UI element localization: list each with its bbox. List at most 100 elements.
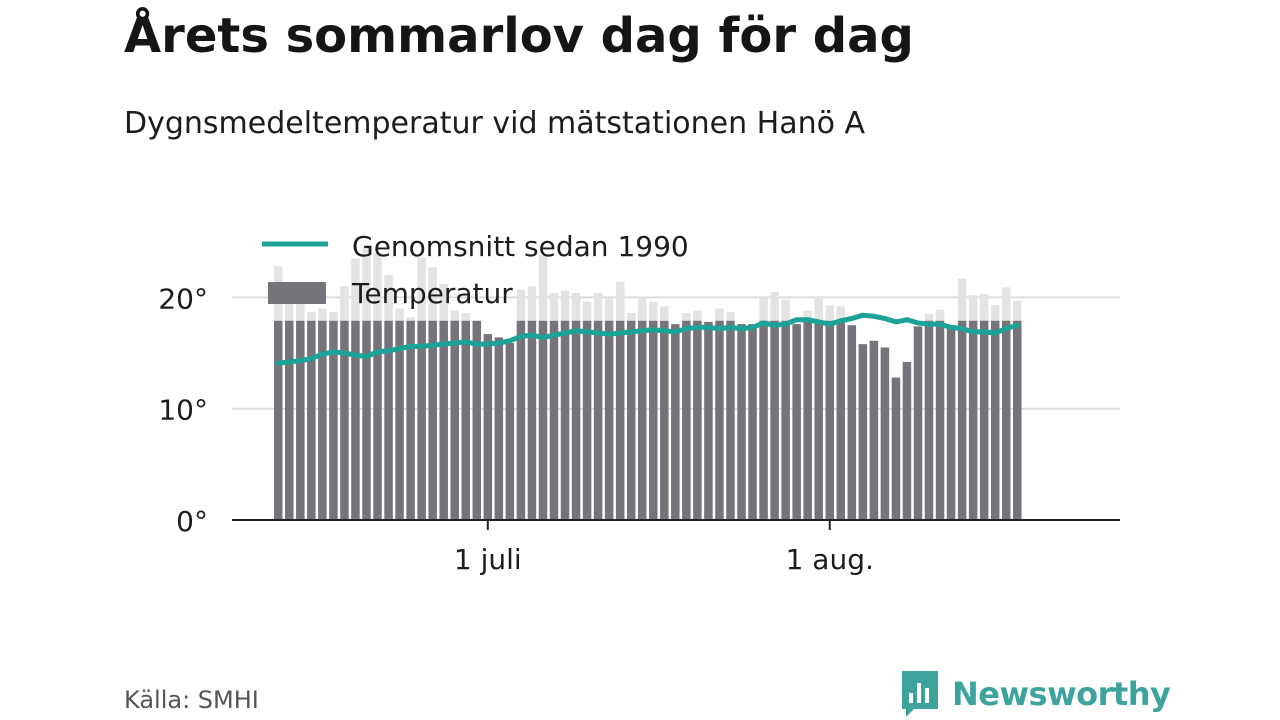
temperature-bar <box>660 320 669 520</box>
temperature-bar <box>329 320 338 520</box>
temperature-bar-faded <box>649 301 658 321</box>
temperature-bar <box>803 320 812 520</box>
temperature-bar <box>439 320 448 520</box>
y-tick-label: 10° <box>158 394 208 427</box>
legend-label-average: Genomsnitt sedan 1990 <box>352 230 689 263</box>
temperature-bar-faded <box>990 305 1000 321</box>
temperature-bar <box>538 320 548 520</box>
temperature-bar <box>406 320 415 520</box>
temperature-bar <box>935 320 945 520</box>
y-tick-label: 20° <box>158 282 208 315</box>
temperature-bar <box>461 320 471 520</box>
temperature-bar <box>593 320 603 520</box>
temperature-bar <box>737 324 746 520</box>
temperature-bar-faded <box>450 310 459 321</box>
temperature-bar <box>891 377 901 520</box>
temperature-bar <box>726 320 735 520</box>
temperature-bar-faded <box>296 301 305 321</box>
legend-bar-swatch <box>268 282 326 304</box>
temperature-bar <box>814 320 823 520</box>
temperature-bar-faded <box>549 292 559 321</box>
temperature-bar-faded <box>637 297 647 321</box>
chart-title: Årets sommarlov dag för dag <box>124 8 914 64</box>
temperature-bar-faded <box>384 275 393 321</box>
temperature-bar-faded <box>571 292 581 321</box>
temperature-bar <box>362 320 371 520</box>
temperature-bar-faded <box>957 278 967 321</box>
temperature-bar <box>957 320 967 520</box>
temperature-bar <box>748 324 757 520</box>
newsworthy-logo-text: Newsworthy <box>952 675 1171 713</box>
temperature-bar <box>274 320 283 520</box>
newsworthy-logo-icon <box>902 671 938 717</box>
temperature-bar-faded <box>682 312 691 321</box>
temperature-bar-faded <box>693 310 702 321</box>
temperature-bar <box>825 320 834 520</box>
temperature-bar <box>549 320 559 520</box>
newsworthy-logo: Newsworthy <box>900 668 1171 720</box>
legend-label-temperature: Temperatur <box>351 277 513 310</box>
temperature-bar <box>417 320 426 520</box>
temperature-bar-faded <box>307 311 316 321</box>
temperature-bar-faded <box>373 252 382 321</box>
temperature-bar <box>472 320 482 520</box>
temperature-bar <box>307 320 316 520</box>
temperature-bar-faded <box>538 255 548 321</box>
temperature-bar-faded <box>560 290 570 321</box>
chart-subtitle: Dygnsmedeltemperatur vid mätstationen Ha… <box>124 106 866 141</box>
temperature-bar-faded <box>626 312 636 321</box>
temperature-bar <box>759 320 768 520</box>
temperature-bar <box>351 320 360 520</box>
temperature-bar-faded <box>759 297 768 321</box>
temperature-bar <box>946 325 956 520</box>
temperature-bar <box>483 334 493 520</box>
temperature-bar-faded <box>615 281 625 321</box>
temperature-bar-faded <box>461 312 471 321</box>
temperature-bar <box>902 361 912 520</box>
temperature-bar-faded <box>340 286 349 321</box>
temperature-bar-faded <box>417 257 426 321</box>
temperature-bar-faded <box>715 308 724 321</box>
temperature-bars <box>274 247 1022 520</box>
temperature-bar <box>582 320 592 520</box>
axes: 1 juli 1 aug. <box>232 519 1120 576</box>
temperature-bar-faded <box>329 311 338 321</box>
temperature-bar-faded <box>351 258 360 321</box>
temperature-bar-faded <box>836 306 846 321</box>
temperature-bar <box>384 320 393 520</box>
temperature-bar <box>649 320 658 520</box>
temperature-bar-faded <box>582 301 592 321</box>
source-note: Källa: SMHI <box>124 686 259 714</box>
temperature-bar-faded <box>1013 300 1022 321</box>
temperature-bar-faded <box>516 289 526 321</box>
temperature-bar-faded <box>593 292 603 321</box>
temperature-bar <box>516 320 526 520</box>
temperature-bar <box>1013 320 1022 520</box>
x-tick-label: 1 aug. <box>786 543 874 576</box>
temperature-bar <box>494 337 504 520</box>
temperature-bar-faded <box>660 306 669 321</box>
temperature-bar <box>373 320 382 520</box>
temperature-bar <box>858 344 868 520</box>
x-tick-label: 1 juli <box>454 543 522 576</box>
temperature-bar-faded <box>406 317 415 321</box>
temperature-bar <box>285 320 294 520</box>
y-tick-label: 0° <box>176 505 208 538</box>
temperature-bar <box>1001 320 1011 520</box>
temperature-bar-faded <box>814 296 823 321</box>
temperature-bar <box>792 324 801 520</box>
temperature-bar <box>395 320 404 520</box>
temperature-bar <box>990 320 1000 520</box>
temperature-bar <box>626 320 636 520</box>
temperature-bar <box>505 343 515 520</box>
temperature-bar <box>296 320 305 520</box>
temperature-bar-faded <box>781 299 790 321</box>
temperature-bar <box>671 324 680 520</box>
temperature-bar <box>604 320 614 520</box>
temperature-bar <box>637 320 647 520</box>
temperature-bar-faded <box>803 310 812 321</box>
temperature-bar-faded <box>924 314 934 321</box>
temperature-bar <box>869 340 879 520</box>
temperature-bar-faded <box>395 308 404 321</box>
